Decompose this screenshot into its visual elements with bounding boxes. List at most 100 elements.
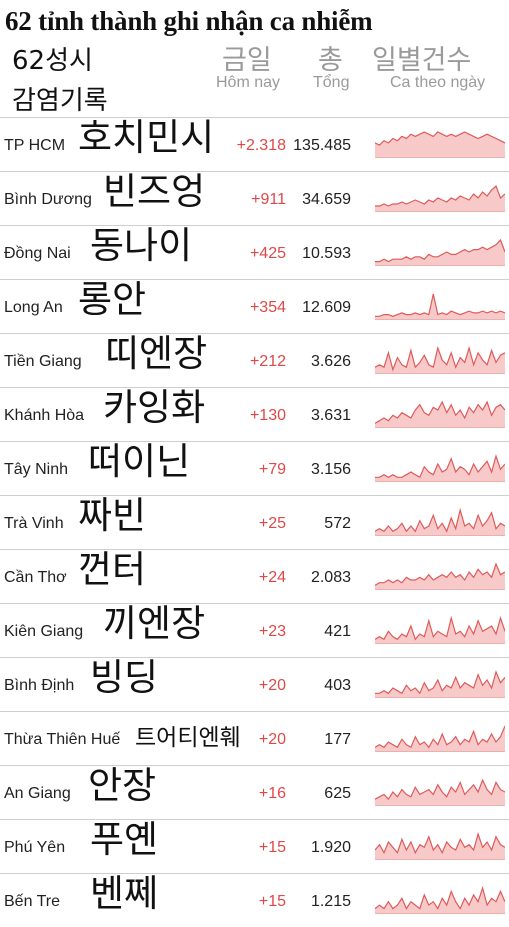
sparkline-line [375,725,505,749]
province-name: Tây Ninh [4,461,69,478]
daily-cases-sparkline [375,885,505,914]
province-name: TP HCM [4,137,66,154]
table-row[interactable]: Bình Dương 빈즈엉 +911 34.659 [0,171,509,225]
daily-cases-sparkline [375,615,505,644]
province-korean-name: 동나이 [90,224,193,267]
cases-today: +425 [249,245,286,262]
cases-total: 572 [324,515,351,532]
province-korean-name: 떠이닌 [88,440,191,483]
province-name: Kiên Giang [4,623,84,640]
province-name: Phú Yên [4,839,66,856]
column-daily-korean: 일별건수 [372,45,472,76]
province-korean-name: 호치민시 [78,116,215,159]
province-korean-name: 트어티엔훼 [135,725,241,751]
daily-cases-sparkline [375,293,505,320]
column-total-header: Tổng [313,74,350,91]
table-row[interactable]: TP HCM 호치민시 +2.318 135.485 [0,117,509,171]
sparkline-line [375,453,505,479]
table-row[interactable]: Phú Yên 푸옌 +15 1.920 [0,819,509,873]
province-name: An Giang [4,785,71,802]
column-today-header: Hôm nay [216,74,281,91]
korean-subtitle-line1: 62성시 [12,46,93,76]
province-korean-name: 빈즈엉 [103,170,206,213]
table-row[interactable]: Tiền Giang 띠엔장 +212 3.626 [0,333,509,387]
province-name: Thừa Thiên Huế [4,731,121,748]
cases-total: 177 [324,731,351,748]
table-row[interactable]: Trà Vinh 짜빈 +25 572 [0,495,509,549]
daily-cases-sparkline [375,184,505,212]
sparkline-line [375,131,505,146]
table-row[interactable]: Cần Thơ 껀터 +24 2.083 [0,549,509,603]
table-row[interactable]: Tây Ninh 떠이닌 +79 3.156 [0,441,509,495]
table-row[interactable]: Long An 롱안 +354 12.609 [0,279,509,333]
province-korean-name: 끼엔장 [103,602,206,645]
cases-total: 3.156 [310,461,351,478]
page-title: 62 tỉnh thành ghi nhận ca nhiễm [5,6,373,36]
table-row[interactable]: Kiên Giang 끼엔장 +23 421 [0,603,509,657]
province-name: Bình Dương [4,191,92,208]
province-korean-name: 안장 [88,764,157,807]
cases-today: +354 [249,299,286,316]
cases-today: +79 [258,461,286,478]
daily-cases-sparkline [375,345,505,374]
cases-today: +15 [258,893,286,910]
province-korean-name: 껀터 [78,548,147,591]
cases-total: 625 [324,785,351,802]
column-daily-header: Ca theo ngày [390,74,486,91]
province-name: Trà Vinh [4,515,64,532]
daily-cases-sparkline [375,725,505,752]
table-row[interactable]: Khánh Hòa 카잉화 +130 3.631 [0,387,509,441]
province-korean-name: 벤쩨 [90,872,159,915]
table-row[interactable]: Bình Định 빙딩 +20 403 [0,657,509,711]
cases-total: 135.485 [293,137,351,154]
cases-today: +20 [258,731,286,748]
sparkline-line [375,885,505,910]
province-name: Tiền Giang [4,353,82,370]
sparkline-line [375,778,505,801]
daily-cases-sparkline [375,238,505,266]
sparkline-area [375,618,505,644]
cases-today: +20 [258,677,286,694]
sparkline-line [375,345,505,372]
table-row[interactable]: Đồng Nai 동나이 +425 10.593 [0,225,509,279]
cases-today: +212 [249,353,286,370]
cases-total: 3.631 [310,407,351,424]
cases-today: +16 [258,785,286,802]
province-name: Cần Thơ [4,569,67,586]
sparkline-area [375,402,505,428]
table-row[interactable]: Bến Tre 벤쩨 +15 1.215 [0,873,509,927]
province-korean-name: 띠엔장 [105,332,208,375]
sparkline-line [375,400,505,424]
sparkline-area [375,132,505,158]
daily-cases-sparkline [375,400,505,428]
sparkline-line [375,507,505,533]
cases-today: +15 [258,839,286,856]
province-korean-name: 짜빈 [78,494,147,537]
sparkline-line [375,238,505,263]
cases-today: +130 [249,407,286,424]
sparkline-area [375,834,505,860]
table-row[interactable]: An Giang 안장 +16 625 [0,765,509,819]
sparkline-line [375,293,505,317]
cases-today: +25 [258,515,286,532]
cases-today: +911 [251,191,286,208]
daily-cases-sparkline [375,831,505,860]
sparkline-area [375,510,505,536]
province-name: Khánh Hòa [4,407,85,424]
sparkline-line [375,615,505,641]
cases-total: 3.626 [310,353,351,370]
daily-cases-sparkline [375,507,505,536]
cases-total: 10.593 [302,245,351,262]
province-name: Bến Tre [4,893,61,910]
sparkline-line [375,831,505,855]
table-row[interactable]: Thừa Thiên Huế 트어티엔훼 +20 177 [0,711,509,765]
sparkline-line [375,670,505,695]
cases-total: 12.609 [302,299,351,316]
sparkline-area [375,564,505,590]
sparkline-area [375,348,505,374]
province-name: Long An [4,299,63,316]
cases-total: 421 [324,623,351,640]
column-total-korean: 총 [318,45,343,76]
sparkline-area [375,240,505,266]
daily-cases-sparkline [375,131,505,158]
